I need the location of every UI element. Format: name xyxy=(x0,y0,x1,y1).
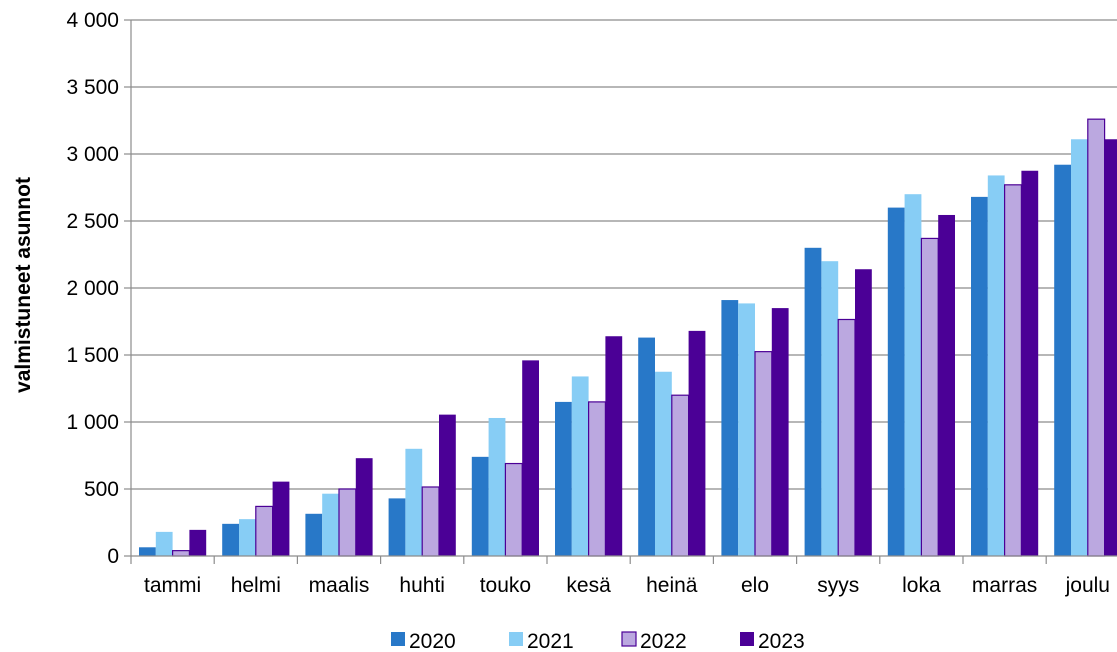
y-tick-label: 1 000 xyxy=(66,411,119,434)
y-tick-label: 2 000 xyxy=(66,277,119,300)
gridlines xyxy=(131,19,1117,490)
bar-2023-elo xyxy=(771,308,789,556)
bar-2023-helmi xyxy=(272,481,290,556)
bar-2022-maalis xyxy=(338,488,357,557)
x-tick-label: joulu xyxy=(1065,574,1110,597)
bars xyxy=(139,118,1117,557)
x-axis-ticks: tammi helmi maalis huhti touko kesä heinä elo sy… xyxy=(144,574,1110,597)
bar-2021-joulu xyxy=(1071,139,1088,556)
x-tick-label: syys xyxy=(817,574,859,597)
x-tick-label: kesä xyxy=(566,574,611,597)
bar-2022-tammi xyxy=(172,550,191,557)
bar-2021-tammi xyxy=(155,531,173,556)
bar-2021-loka xyxy=(904,194,922,556)
legend-label-2023: 2023 xyxy=(758,630,805,652)
bar-2021-touko xyxy=(488,417,506,556)
bar-2023-syys xyxy=(855,269,872,556)
bar-2020-elo xyxy=(721,300,739,556)
bar-2023-kesä xyxy=(605,336,623,556)
legend-swatch-2020 xyxy=(391,632,405,646)
bar-2020-joulu xyxy=(1054,164,1071,556)
legend-label-2021: 2021 xyxy=(527,630,574,652)
x-tick-label: tammi xyxy=(144,574,201,597)
x-tick-label: elo xyxy=(741,574,769,597)
x-tick-label: huhti xyxy=(399,574,445,597)
legend-swatch-2021 xyxy=(509,632,523,646)
bar-2020-loka xyxy=(887,207,905,556)
bar-2022-loka xyxy=(920,237,939,557)
bar-2020-tammi xyxy=(139,547,156,556)
bar-2023-tammi xyxy=(189,529,207,556)
bar-2021-huhti xyxy=(405,448,423,556)
bar-2023-huhti xyxy=(439,414,456,556)
bar-2021-marras xyxy=(987,175,1005,556)
legend-label-2020: 2020 xyxy=(409,630,456,652)
bar-2023-touko xyxy=(522,360,539,556)
x-tick-label: loka xyxy=(902,574,941,597)
bar-2021-maalis xyxy=(322,493,339,556)
x-tick-label: touko xyxy=(480,574,531,597)
x-tick-label: maalis xyxy=(309,574,370,597)
y-tick-label: 2 500 xyxy=(66,210,119,233)
y-tick-label: 3 000 xyxy=(66,143,119,166)
bar-2020-heinä xyxy=(638,337,655,556)
y-axis-ticks: 0 500 1 000 1 500 2 000 2 500 3 000 3 500 4 000 xyxy=(66,9,119,568)
bar-2020-maalis xyxy=(305,513,323,556)
bar-2022-helmi xyxy=(255,505,274,557)
legend-label-2022: 2022 xyxy=(640,630,687,652)
y-axis-label: valmistuneet asunnot xyxy=(12,177,35,393)
bar-2023-maalis xyxy=(355,458,373,556)
bar-2022-kesä xyxy=(587,401,606,557)
legend: 2020 2021 2022 2023 xyxy=(391,630,805,652)
bar-2020-helmi xyxy=(222,523,239,556)
bar-2020-marras xyxy=(971,196,988,556)
bar-2023-marras xyxy=(1021,170,1039,556)
y-tick-label: 0 xyxy=(107,545,119,568)
y-tick-label: 500 xyxy=(84,478,119,501)
bar-2020-touko xyxy=(471,456,489,556)
legend-swatch-2023 xyxy=(740,632,754,646)
bar-2022-huhti xyxy=(421,486,440,557)
bar-2020-kesä xyxy=(555,401,572,556)
bar-2021-helmi xyxy=(239,519,256,556)
bar-2020-syys xyxy=(804,247,822,557)
y-tick-label: 3 500 xyxy=(66,76,119,99)
bar-2022-syys xyxy=(837,318,856,557)
bar-2023-heinä xyxy=(688,330,706,556)
x-tick-label: heinä xyxy=(646,574,698,597)
x-tick-label: marras xyxy=(972,574,1037,597)
bar-2022-touko xyxy=(504,462,523,557)
bar-2022-heinä xyxy=(671,394,690,557)
bar-2021-kesä xyxy=(571,376,589,556)
bar-2022-joulu xyxy=(1087,118,1106,557)
bar-2021-elo xyxy=(738,303,755,556)
y-tick-label: 4 000 xyxy=(66,9,119,32)
bar-2023-loka xyxy=(938,214,955,556)
bar-2021-syys xyxy=(821,261,839,556)
x-tick-label: helmi xyxy=(231,574,281,597)
bar-2021-heinä xyxy=(655,371,672,556)
axes xyxy=(124,19,1117,564)
bar-2022-marras xyxy=(1003,184,1022,557)
bar-2022-elo xyxy=(754,351,773,557)
bar-2020-huhti xyxy=(388,498,406,556)
legend-swatch-2022 xyxy=(621,631,637,647)
y-tick-label: 1 500 xyxy=(66,344,119,367)
bar-2023-joulu xyxy=(1104,139,1117,556)
